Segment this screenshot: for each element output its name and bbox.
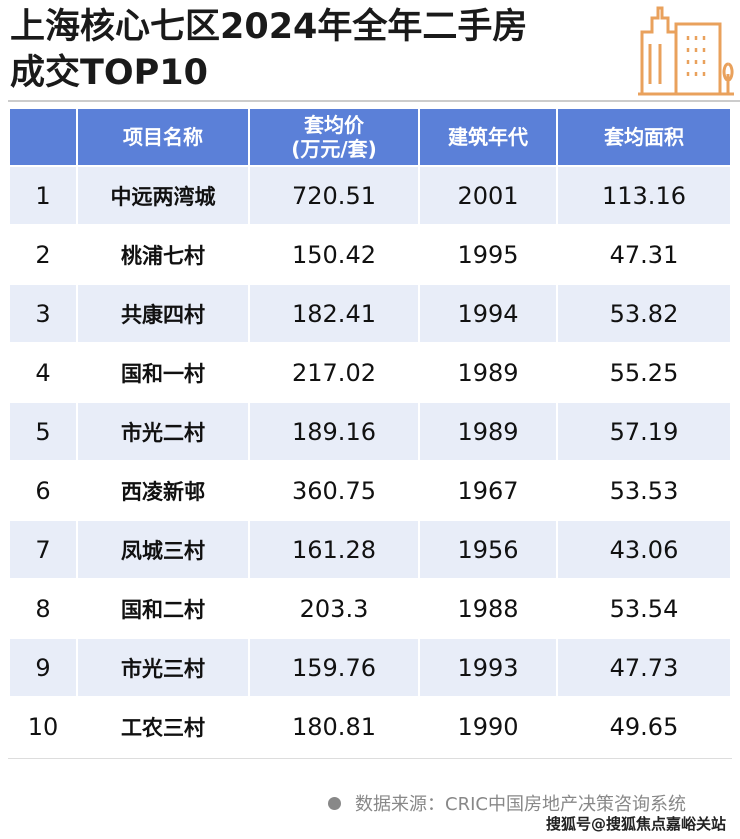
col-year: 建筑年代 — [420, 109, 556, 165]
cell-price: 150.42 — [292, 240, 376, 269]
table-row: 4 国和一村 217.02 1989 55.25 — [10, 344, 730, 401]
cell-price: 217.02 — [292, 358, 376, 387]
cell-year: 1995 — [457, 240, 519, 269]
cell-rank: 6 — [35, 476, 51, 505]
cell-year: 1993 — [420, 639, 556, 696]
watermark: 搜狐号@搜狐焦点嘉峪关站 — [545, 815, 726, 833]
cell-year: 1990 — [457, 712, 519, 741]
page-title: 上海核心七区2024年全年二手房 成交TOP10 — [10, 7, 528, 93]
cell-rank: 2 — [35, 240, 51, 269]
cell-rank: 1 — [10, 167, 76, 224]
cell-rank: 10 — [27, 712, 59, 741]
cell-price: 180.81 — [292, 712, 376, 741]
cell-area: 47.73 — [558, 639, 730, 696]
cell-area: 49.65 — [609, 712, 679, 741]
cell-rank: 4 — [35, 358, 51, 387]
col-area: 套均面积 — [558, 109, 730, 165]
cell-rank: 8 — [35, 594, 51, 623]
cell-rank: 9 — [10, 639, 76, 696]
cell-name: 国和一村 — [121, 361, 205, 386]
cell-price: 161.28 — [250, 521, 418, 578]
table-row: 3 共康四村 182.41 1994 53.82 — [10, 285, 730, 342]
cell-area: 43.06 — [558, 521, 730, 578]
ranking-table: 项目名称 套均价 (万元/套) 建筑年代 套均面积 1 中远两湾城 720.51 20… — [8, 107, 732, 757]
table-row: 8 国和二村 203.3 1988 53.54 — [10, 580, 730, 637]
cell-year: 2001 — [420, 167, 556, 224]
cell-rank: 3 — [10, 285, 76, 342]
cell-year: 1989 — [420, 403, 556, 460]
cell-year: 1994 — [420, 285, 556, 342]
city-buildings-icon — [638, 6, 734, 96]
col-rank — [10, 109, 76, 165]
cell-year: 1989 — [457, 358, 519, 387]
cell-price: 189.16 — [250, 403, 418, 460]
bottom-divider — [8, 758, 732, 759]
table-row: 7 凤城三村 161.28 1956 43.06 — [10, 521, 730, 578]
cell-area: 113.16 — [558, 167, 730, 224]
table-row: 6 西凌新邨 360.75 1967 53.53 — [10, 462, 730, 519]
col-name: 项目名称 — [78, 109, 248, 165]
table-row: 10 工农三村 180.81 1990 49.65 — [10, 698, 730, 755]
cell-year: 1988 — [457, 594, 519, 623]
cell-area: 55.25 — [609, 358, 679, 387]
cell-price: 159.76 — [250, 639, 418, 696]
cell-name: 西凌新邨 — [121, 479, 205, 504]
cell-area: 53.82 — [558, 285, 730, 342]
cell-rank: 7 — [10, 521, 76, 578]
table-header: 项目名称 套均价 (万元/套) 建筑年代 套均面积 — [10, 109, 730, 165]
cell-price: 360.75 — [292, 476, 376, 505]
cell-area: 47.31 — [609, 240, 679, 269]
table-row: 2 桃浦七村 150.42 1995 47.31 — [10, 226, 730, 283]
cell-price: 203.3 — [299, 594, 369, 623]
cell-name: 工农三村 — [121, 715, 205, 740]
table-row: 9 市光三村 159.76 1993 47.73 — [10, 639, 730, 696]
source-note: 数据来源：CRIC中国房地产决策咨询系统 — [328, 790, 686, 816]
cell-name: 中远两湾城 — [78, 167, 248, 224]
cell-price: 182.41 — [250, 285, 418, 342]
bullet-icon — [328, 796, 341, 810]
cell-area: 53.54 — [609, 594, 679, 623]
cell-name: 市光三村 — [78, 639, 248, 696]
cell-area: 57.19 — [558, 403, 730, 460]
cell-price: 720.51 — [250, 167, 418, 224]
cell-year: 1967 — [457, 476, 519, 505]
cell-area: 53.53 — [609, 476, 679, 505]
table-row: 5 市光二村 189.16 1989 57.19 — [10, 403, 730, 460]
cell-name: 桃浦七村 — [121, 243, 205, 268]
cell-name: 市光二村 — [78, 403, 248, 460]
cell-name: 共康四村 — [78, 285, 248, 342]
cell-name: 国和二村 — [121, 597, 205, 622]
col-price: 套均价 (万元/套) — [250, 109, 418, 165]
title-divider — [8, 100, 740, 102]
cell-rank: 5 — [10, 403, 76, 460]
table-row: 1 中远两湾城 720.51 2001 113.16 — [10, 167, 730, 224]
cell-name: 凤城三村 — [78, 521, 248, 578]
cell-year: 1956 — [420, 521, 556, 578]
